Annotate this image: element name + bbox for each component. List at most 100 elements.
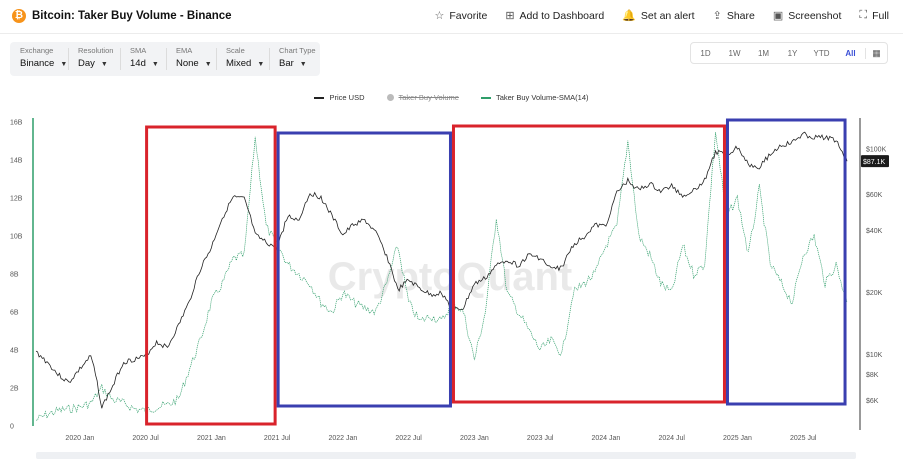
legend-swatch: [314, 96, 325, 99]
x-tick-label: 2024 Jan: [592, 435, 621, 442]
ema-select[interactable]: EMA None ▼: [166, 42, 217, 76]
left-tick-label: 4B: [10, 348, 19, 355]
resolution-value: Day: [78, 58, 95, 69]
set-alert-button[interactable]: 🔔 Set an alert: [622, 9, 695, 23]
range-ytd[interactable]: YTD: [813, 48, 830, 58]
annotation-box-red: [451, 124, 726, 404]
right-tick-label: $100K: [866, 146, 887, 153]
add-to-dashboard-label: Add to Dashboard: [519, 9, 605, 22]
range-1y[interactable]: 1Y: [787, 48, 798, 58]
legend-swatch: [480, 96, 491, 99]
share-button[interactable]: ⇪ Share: [713, 9, 755, 23]
sma-label: SMA: [130, 46, 147, 55]
chevron-down-icon: ▼: [299, 61, 307, 68]
x-tick-label: 2021 Jan: [197, 435, 226, 442]
right-tick-label: $20K: [866, 290, 883, 297]
scale-label: Scale: [226, 46, 245, 55]
legend-item-sma[interactable]: Taker Buy Volume-SMA(14): [480, 93, 589, 102]
x-tick-label: 2023 Jan: [460, 435, 489, 442]
price-badge: [861, 155, 889, 168]
fullscreen-label: Full: [872, 9, 889, 22]
left-tick-label: 8B: [10, 272, 19, 279]
set-alert-label: Set an alert: [640, 9, 695, 22]
exchange-value: Binance: [20, 58, 55, 69]
annotation-box-blue: [276, 131, 452, 408]
range-1w[interactable]: 1W: [728, 48, 741, 58]
chart-lines: [35, 131, 848, 421]
ema-value: None: [176, 58, 199, 69]
divider: [120, 48, 121, 70]
dashboard-icon: ⊞: [505, 10, 515, 22]
range-all[interactable]: All: [845, 48, 856, 58]
right-tick-label: $60K: [866, 192, 883, 199]
fullscreen-button[interactable]: ⛶ Full: [859, 9, 889, 22]
x-tick-label: 2021 Jul: [264, 435, 291, 442]
screenshot-button[interactable]: ▣ Screenshot: [773, 9, 842, 23]
favorite-label: Favorite: [449, 9, 488, 22]
time-scrollbar[interactable]: [36, 452, 856, 459]
favorite-button[interactable]: ☆ Favorite: [435, 9, 488, 23]
header-actions: ☆ Favorite ⊞ Add to Dashboard 🔔 Set an aler…: [435, 9, 890, 22]
legend-label: Price USD: [329, 93, 365, 102]
range-1d[interactable]: 1D: [700, 48, 711, 58]
chart-type-value: Bar: [279, 58, 294, 69]
x-tick-label: 2020 Jul: [132, 435, 159, 442]
divider: [166, 48, 167, 70]
legend-label: Taker Buy Volume: [398, 93, 459, 102]
left-tick-label: 16B: [10, 120, 23, 127]
exchange-select[interactable]: Exchange Binance ▼: [10, 42, 69, 76]
annotation-box-blue: [725, 118, 847, 406]
axes: 16B 14B 12B 10B 8B 6B 4B 2B 0 $100K $60K $40K $20K $1…: [10, 118, 889, 442]
right-tick-label: $8K: [866, 372, 879, 379]
price-series-line: [35, 131, 848, 409]
legend-item-taker-buy-volume[interactable]: Taker Buy Volume: [386, 93, 459, 102]
right-tick-label: $6K: [866, 398, 879, 405]
sma-value: 14d: [130, 58, 146, 69]
x-tick-label: 2023 Jul: [527, 435, 554, 442]
range-selector: 1D 1W 1M 1Y YTD All ▦: [690, 42, 888, 64]
right-tick-label: $10K: [866, 352, 883, 359]
screenshot-label: Screenshot: [788, 9, 842, 22]
chart-canvas[interactable]: CryptoQuant 16B14B12B10B8B6B4B2B0$100K$6…: [0, 110, 903, 452]
resolution-select[interactable]: Resolution Day ▼: [68, 42, 121, 76]
left-tick-label: 10B: [10, 234, 23, 241]
ema-label: EMA: [176, 46, 193, 55]
page-title: Bitcoin: Taker Buy Volume - Binance: [32, 10, 232, 22]
left-tick-label: 12B: [10, 196, 23, 203]
x-tick-label: 2022 Jul: [395, 435, 422, 442]
scale-value: Mixed: [226, 58, 252, 69]
annotation-box-red: [145, 125, 277, 426]
range-1m[interactable]: 1M: [757, 48, 770, 58]
fullscreen-icon: ⛶: [859, 9, 868, 21]
legend-label: Taker Buy Volume-SMA(14): [495, 93, 589, 102]
left-tick-label: 2B: [10, 386, 19, 393]
x-tick-label: 2020 Jan: [65, 435, 94, 442]
chevron-down-icon: ▼: [60, 61, 68, 68]
chevron-down-icon: ▼: [151, 61, 159, 68]
add-to-dashboard-button[interactable]: ⊞ Add to Dashboard: [505, 9, 605, 23]
divider: [216, 48, 217, 70]
x-tick-label: 2024 Jul: [658, 435, 685, 442]
left-tick-label: 0: [10, 424, 14, 431]
legend-item-price[interactable]: Price USD: [314, 93, 365, 102]
bitcoin-logo-icon: ₿: [12, 9, 26, 23]
x-tick-label: 2022 Jan: [328, 435, 357, 442]
chart-controls: Exchange Binance ▼ Resolution Day ▼ SMA 14…: [10, 42, 320, 76]
divider: [269, 48, 270, 70]
top-header: ₿ Bitcoin: Taker Buy Volume - Binance ☆ F…: [0, 0, 903, 34]
bell-icon: 🔔: [622, 10, 636, 22]
calendar-icon[interactable]: ▦: [865, 47, 887, 59]
resolution-label: Resolution: [78, 46, 114, 55]
chevron-down-icon: ▼: [100, 61, 108, 68]
chevron-down-icon: ▼: [257, 61, 265, 68]
x-tick-label: 2025 Jan: [723, 435, 752, 442]
chart-type-label: Chart Type: [279, 46, 316, 55]
sma-select[interactable]: SMA 14d ▼: [120, 42, 167, 76]
right-tick-label: $40K: [866, 228, 883, 235]
annotation-boxes: [145, 118, 847, 426]
divider: [68, 48, 69, 70]
scale-select[interactable]: Scale Mixed ▼: [216, 42, 270, 76]
left-tick-label: 14B: [10, 158, 23, 165]
price-badge-label: $87.1K: [863, 159, 886, 166]
chart-type-select[interactable]: Chart Type Bar ▼: [269, 42, 320, 76]
